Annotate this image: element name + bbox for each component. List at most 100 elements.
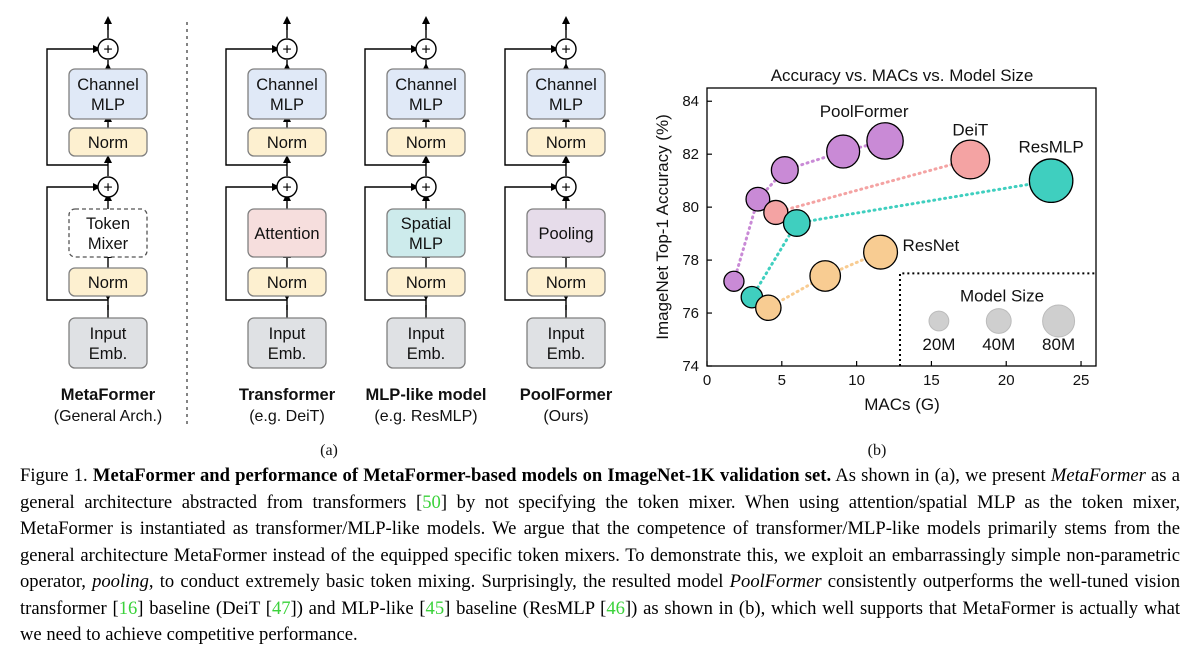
plus-icon: + <box>103 180 112 197</box>
caption-text: ] baseline (ResMLP [ <box>444 597 607 619</box>
plus-icon: + <box>282 42 291 59</box>
data-point-resnet <box>755 294 782 322</box>
add-node <box>555 38 577 60</box>
token-mixer-block <box>68 208 148 258</box>
x-tick-label: 20 <box>998 372 1015 389</box>
norm-block <box>526 127 606 157</box>
channel-mlp-block <box>386 68 466 120</box>
series-label-resnet: ResNet <box>903 236 960 255</box>
legend-size-marker <box>1042 304 1076 338</box>
y-tick-label: 76 <box>682 305 699 322</box>
x-axis-label: MACs (G) <box>864 395 940 414</box>
token-mixer-block-label: Pooling <box>538 225 593 243</box>
data-point-deit <box>950 139 991 180</box>
plus-icon: + <box>561 42 570 59</box>
channel-mlp-block <box>526 68 606 120</box>
token-mixer-block <box>526 208 606 258</box>
plus-icon: + <box>282 180 291 197</box>
legend-entry-label: 20M <box>922 335 955 354</box>
data-point-poolformer <box>745 186 771 212</box>
model-name-label: PoolFormer <box>520 386 613 404</box>
y-tick-label: 80 <box>682 199 699 216</box>
y-tick-label: 84 <box>682 93 699 110</box>
add-node <box>555 176 577 198</box>
plus-icon: + <box>561 180 570 197</box>
norm-block-label: Norm <box>267 134 307 152</box>
subfigure-a-label: (a) <box>320 442 338 459</box>
norm-block <box>68 127 148 157</box>
add-node <box>276 176 298 198</box>
arch-column-poolformer: Input Emb. Norm Pooling Norm Channel MLP + + Pool… <box>504 16 613 425</box>
input-embedding-block <box>247 317 327 369</box>
channel-mlp-block-label: Channel MLP <box>77 76 138 114</box>
input-embedding-block-label: Input Emb. <box>89 325 128 363</box>
legend-box <box>899 272 1096 366</box>
y-tick-label: 78 <box>682 252 699 269</box>
add-node <box>415 38 437 60</box>
caption-figure-label: Figure 1. <box>20 465 88 486</box>
norm-block <box>247 127 327 157</box>
data-point-poolformer <box>770 156 799 185</box>
data-point-poolformer <box>826 134 861 169</box>
token-mixer-block <box>386 208 466 258</box>
norm-block-label: Norm <box>546 134 586 152</box>
model-example-label: (e.g. DeiT) <box>249 408 325 425</box>
input-embedding-block <box>386 317 466 369</box>
input-embedding-block <box>526 317 606 369</box>
caption-italic: pooling <box>92 571 149 592</box>
citation-link[interactable]: 47 <box>271 597 291 619</box>
data-point-resnet <box>809 260 842 292</box>
model-example-label: (e.g. ResMLP) <box>374 408 477 425</box>
citation-link[interactable]: 45 <box>425 597 445 619</box>
norm-block <box>386 127 466 157</box>
arch-column-metaformer: Input Emb. Norm Token Mixer Norm Channel MLP + + M… <box>46 16 162 425</box>
model-name-label: MLP-like model <box>365 386 486 404</box>
legend-size-marker <box>985 308 1012 334</box>
plus-icon: + <box>421 180 430 197</box>
norm-block <box>68 267 148 297</box>
series-label-poolformer: PoolFormer <box>820 102 909 121</box>
arch-column-mlp-like: Input Emb. Norm Spatial MLP Norm Channel MLP + + M… <box>364 16 487 425</box>
data-point-resmlp <box>1028 158 1074 204</box>
norm-block-label: Norm <box>88 274 128 292</box>
norm-block-label: Norm <box>88 134 128 152</box>
legend-entry-label: 40M <box>982 335 1015 354</box>
channel-mlp-block-label: Channel MLP <box>535 76 596 114</box>
plus-icon: + <box>103 42 112 59</box>
legend-title: Model Size <box>960 286 1044 305</box>
norm-block-label: Norm <box>267 274 307 292</box>
residual-connection <box>504 45 566 166</box>
data-point-resnet <box>863 234 899 270</box>
norm-block <box>386 267 466 297</box>
caption-text: ]) as shown in (b), which well supports … <box>20 597 1180 646</box>
legend-size-marker <box>928 310 950 332</box>
data-point-poolformer <box>723 270 745 292</box>
subfigure-b-label: (b) <box>868 442 887 459</box>
input-embedding-block-label: Input Emb. <box>547 325 586 363</box>
citation-link[interactable]: 50 <box>422 491 441 513</box>
citation-link[interactable]: 46 <box>606 597 625 619</box>
citation-link[interactable]: 16 <box>118 597 138 619</box>
series-line-resmlp <box>750 179 1053 299</box>
x-tick-label: 15 <box>923 372 940 389</box>
caption-bold-title: MetaFormer and performance of MetaFormer… <box>92 465 832 486</box>
norm-block-label: Norm <box>406 274 446 292</box>
caption-text: ] baseline (DeiT [ <box>137 597 272 619</box>
figure-caption: Figure 1. MetaFormer and performance of … <box>20 463 1180 649</box>
arch-column-transformer: Input Emb. Norm Attention Norm Channel MLP + + Tr… <box>225 16 336 425</box>
architecture-diagram: Input Emb. Norm Token Mixer Norm Channel MLP + + M… <box>46 16 613 459</box>
norm-block-label: Norm <box>406 134 446 152</box>
plus-icon: + <box>421 42 430 59</box>
chart-title: Accuracy vs. MACs vs. Model Size <box>771 66 1034 85</box>
x-tick-label: 10 <box>848 372 865 389</box>
data-point-poolformer <box>866 122 904 160</box>
model-example-label: (General Arch.) <box>54 408 162 425</box>
token-mixer-block-label: Token Mixer <box>86 215 130 253</box>
input-embedding-block-label: Input Emb. <box>407 325 446 363</box>
norm-block-label: Norm <box>546 274 586 292</box>
channel-mlp-block <box>247 68 327 120</box>
add-node <box>276 38 298 60</box>
caption-italic: MetaFormer <box>1050 465 1146 486</box>
y-axis-label: ImageNet Top-1 Accuracy (%) <box>653 114 672 340</box>
add-node <box>97 38 119 60</box>
